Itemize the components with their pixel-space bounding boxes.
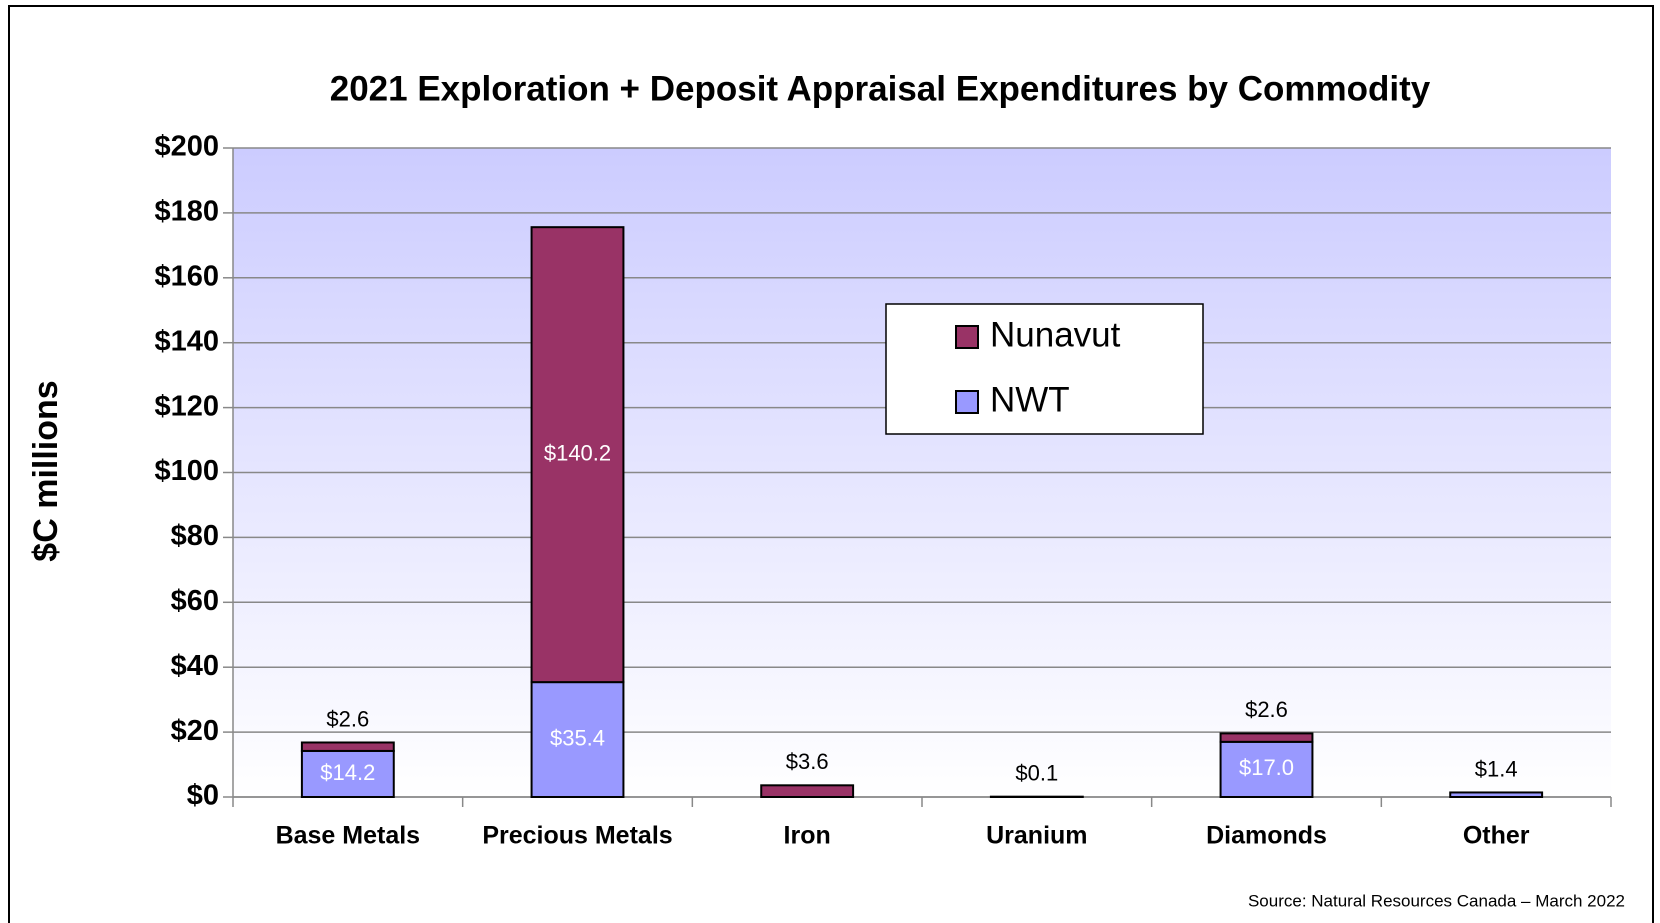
y-tick-label: $0 <box>187 780 219 812</box>
y-tick-label: $40 <box>171 650 219 682</box>
y-tick-label: $100 <box>154 455 219 487</box>
legend-swatch <box>955 325 979 349</box>
value-label: $2.6 <box>1245 697 1288 722</box>
y-tick-label: $60 <box>171 585 219 617</box>
bar-segment <box>300 741 395 752</box>
value-label: $14.2 <box>320 760 375 785</box>
value-label: $17.0 <box>1239 755 1294 780</box>
y-tick-label: $180 <box>154 196 219 228</box>
bar-segment <box>1219 732 1314 743</box>
y-axis-label: $C millions <box>27 380 65 561</box>
x-tick-label: Other <box>1463 822 1530 850</box>
bar-segment <box>1219 740 1314 799</box>
x-tick-label: Diamonds <box>1206 822 1327 850</box>
legend-label: NWT <box>990 380 1070 419</box>
bar-segment <box>530 226 625 684</box>
value-label: $0.1 <box>1015 760 1058 785</box>
x-tick-label: Precious Metals <box>482 822 672 850</box>
value-label: $35.4 <box>550 725 605 750</box>
chart-title: 2021 Exploration + Deposit Appraisal Exp… <box>330 69 1431 108</box>
bar-segment <box>300 749 395 799</box>
y-tick-label: $200 <box>154 131 219 163</box>
value-label: $2.6 <box>326 706 369 731</box>
value-label: $1.4 <box>1475 756 1518 781</box>
bar-segment <box>1449 791 1544 798</box>
bar-segment <box>530 681 625 799</box>
legend <box>885 303 1204 435</box>
legend-label: Nunavut <box>990 315 1121 354</box>
legend-swatch <box>955 390 979 414</box>
x-tick-label: Base Metals <box>276 822 421 850</box>
y-tick-label: $80 <box>171 520 219 552</box>
y-tick-label: $160 <box>154 260 219 292</box>
value-label: $3.6 <box>786 749 829 774</box>
y-tick-label: $120 <box>154 390 219 422</box>
source: Source: Natural Resources Canada – March… <box>1248 891 1625 910</box>
y-tick-label: $140 <box>154 325 219 357</box>
y-tick-label: $20 <box>171 715 219 747</box>
x-tick-label: Uranium <box>986 822 1087 850</box>
x-tick-label: Iron <box>784 822 831 850</box>
value-label: $140.2 <box>544 440 611 465</box>
bar-segment <box>760 784 855 798</box>
